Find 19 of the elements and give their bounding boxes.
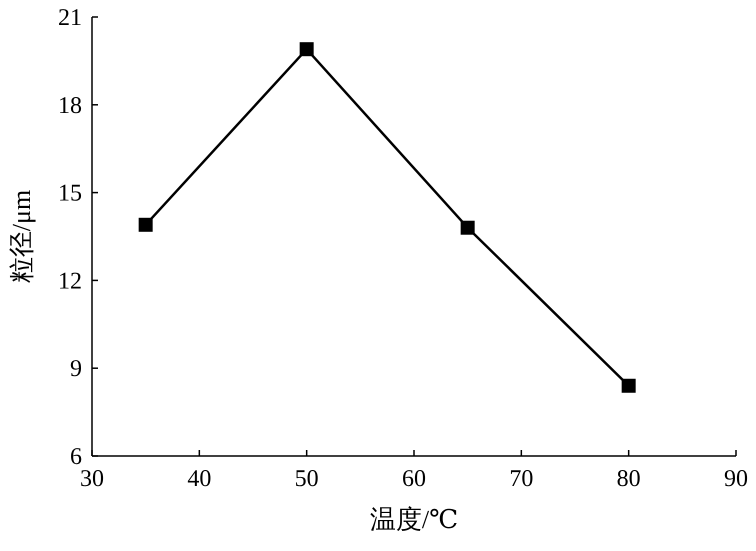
- x-tick-label: 30: [80, 466, 104, 492]
- point: [460, 220, 475, 235]
- x-tick-label: 50: [294, 466, 319, 492]
- x-tick-label: 90: [724, 466, 748, 492]
- y-tick-label: 21: [58, 5, 82, 31]
- point: [622, 378, 636, 393]
- y-tick-label: 9: [70, 356, 82, 382]
- y-tick-label: 18: [58, 92, 82, 119]
- point: [300, 42, 314, 56]
- y-tick-label: 15: [58, 180, 82, 207]
- x-tick-label: 40: [187, 466, 212, 492]
- x-axis-title: 温度/℃: [370, 505, 458, 534]
- x-tick-label: 60: [402, 466, 426, 492]
- x-tick-label: 80: [616, 466, 641, 492]
- y-axis-title: 粒径/μm: [7, 190, 36, 284]
- x-tick-label: 70: [509, 466, 534, 492]
- y-tick-label: 6: [70, 444, 82, 470]
- point: [138, 218, 153, 232]
- y-tick-label: 12: [58, 268, 82, 294]
